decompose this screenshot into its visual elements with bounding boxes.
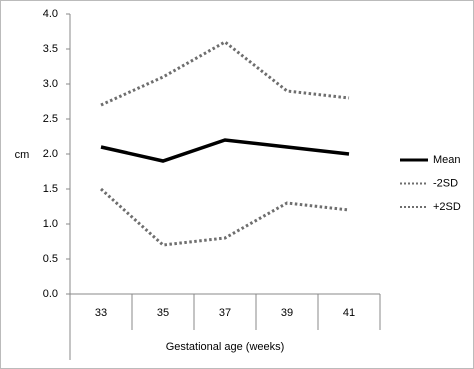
y-tick-label: 4.0: [43, 8, 58, 20]
x-tick-label: 33: [95, 307, 107, 319]
y-tick-label: 0.5: [43, 253, 58, 265]
y-tick-label: 0.0: [43, 288, 58, 300]
y-tick-label: 1.0: [43, 218, 58, 230]
legend-label: -2SD: [433, 177, 458, 189]
x-tick-label: 39: [281, 307, 293, 319]
y-axis-label: cm: [15, 149, 30, 161]
y-tick-label: 2.5: [43, 113, 58, 125]
y-tick-label: 3.5: [43, 43, 58, 55]
x-tick-label: 35: [157, 307, 169, 319]
series-line: [100, 138, 350, 163]
x-axis-label: Gestational age (weeks): [166, 341, 285, 353]
series-line: [99, 187, 350, 247]
series-line: [100, 40, 350, 107]
legend-label: +2SD: [433, 201, 461, 213]
x-tick-label: 37: [219, 307, 231, 319]
y-tick-label: 3.0: [43, 78, 58, 90]
x-tick-label: 41: [343, 307, 355, 319]
y-tick-label: 2.0: [43, 148, 58, 160]
legend-label: Mean: [433, 154, 461, 166]
y-tick-label: 1.5: [43, 183, 58, 195]
